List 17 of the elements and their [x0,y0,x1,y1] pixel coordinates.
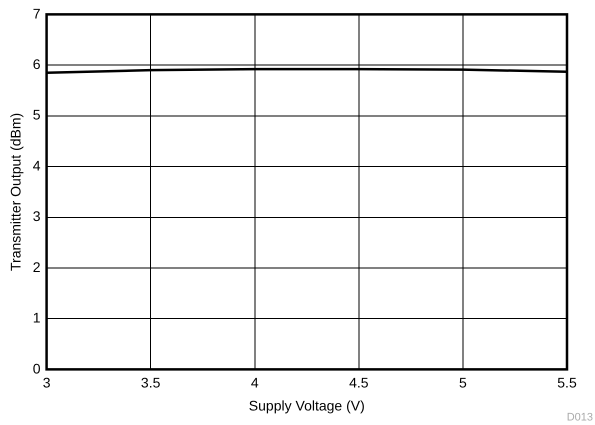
text: D013 [566,412,593,424]
y-tick-label: 1 [32,310,41,326]
x-tick-label: 5 [459,374,468,391]
y-tick-label: 2 [32,258,41,275]
x-tick-label: 4 [250,374,259,391]
y-tick-label: 6 [32,56,41,72]
x-tick-label: 3 [42,374,51,391]
y-tick-label: 3 [32,208,41,224]
y-axis-title: Transmitter Output (dBm) [7,112,24,271]
x-tick-label: 4.5 [349,374,369,391]
x-axis-title: Supply Voltage (V) [248,397,365,414]
y-tick-label: 5 [32,106,41,123]
x-tick-label: 5.5 [557,374,577,391]
y-tick-label: 7 [32,5,41,22]
y-tick-label: 4 [32,157,41,174]
x-tick-label: 3.5 [140,374,161,391]
y-tick-label: 0 [32,360,41,376]
